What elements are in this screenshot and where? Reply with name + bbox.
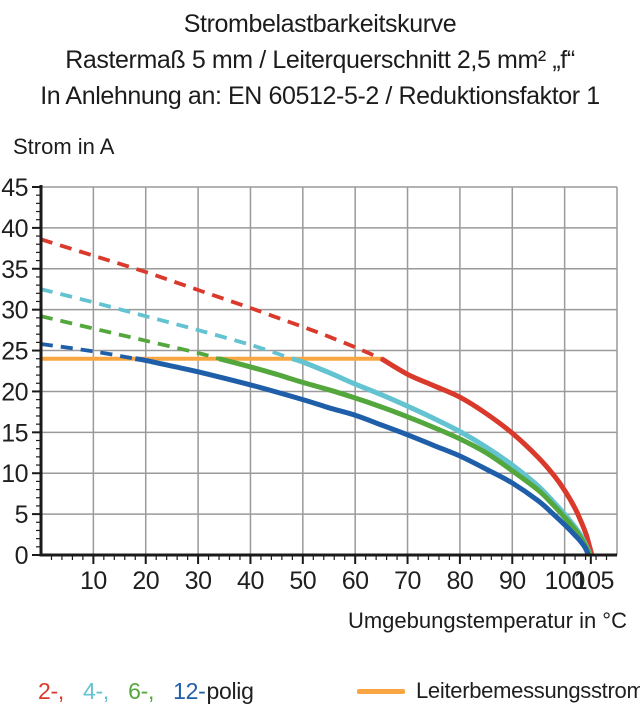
legend-item-6polig: 6-,: [128, 678, 155, 704]
chart-title-line1: Strombelastbarkeitskurve: [183, 10, 457, 38]
x-tick-label: 50: [289, 567, 316, 595]
x-tick-label: 40: [237, 567, 264, 595]
x-tick-label: 100: [545, 567, 585, 595]
legend-item-2polig: 2-,: [38, 678, 64, 704]
y-axis-title: Strom in A: [13, 134, 115, 159]
curve-12-polig-solid: [134, 356, 591, 556]
legend-item-4polig: 4-,: [83, 678, 109, 704]
y-tick-label: 20: [1, 378, 28, 406]
curve-2-polig-solid: [380, 356, 595, 556]
x-tick-label: 70: [394, 567, 421, 595]
curve-12-polig-dashed: [40, 342, 136, 361]
curve-6-polig-solid: [218, 356, 593, 557]
chart-title: Strombelastbarkeitskurve Rastermaß 5 mm …: [0, 6, 640, 114]
legend-rated-current: Leiterbemessungsstrom: [357, 678, 640, 704]
y-tick-label: 0: [15, 542, 28, 570]
legend-rated-label: Leiterbemessungsstrom: [416, 678, 640, 703]
y-tick-label: 5: [15, 501, 28, 529]
x-tick-label: 105: [574, 567, 614, 595]
y-tick-label: 15: [1, 419, 28, 447]
x-tick-label: 60: [342, 567, 369, 595]
legend-poles-suffix: polig: [206, 678, 254, 704]
rated-current-line-swatch: [357, 688, 405, 694]
y-tick-label: 30: [1, 297, 28, 325]
y-tick-label: 45: [1, 174, 28, 202]
y-tick-label: 35: [1, 256, 28, 284]
x-axis-title: Umgebungstemperatur in °C: [347, 608, 627, 633]
curve-4-polig-dashed: [40, 287, 293, 361]
x-tick-label: 80: [447, 567, 474, 595]
legend-item-12polig: 12-: [173, 678, 206, 704]
curve-2-polig-dashed: [40, 237, 383, 361]
x-tick-label: 10: [80, 567, 107, 595]
y-tick-label: 10: [1, 460, 28, 488]
legend-poles: 2-, 4-, 6-, 12-polig: [38, 678, 254, 705]
x-tick-label: 90: [499, 567, 526, 595]
curve-6-polig-dashed: [40, 314, 220, 361]
y-tick-label: 40: [1, 215, 28, 243]
y-tick-label: 25: [1, 338, 28, 366]
x-tick-label: 20: [132, 567, 159, 595]
chart-title-line2: Rastermaß 5 mm / Leiterquerschnitt 2,5 m…: [65, 46, 575, 74]
x-tick-label: 30: [185, 567, 212, 595]
chart-title-line3: In Anlehnung an: EN 60512-5-2 / Reduktio…: [40, 82, 600, 110]
